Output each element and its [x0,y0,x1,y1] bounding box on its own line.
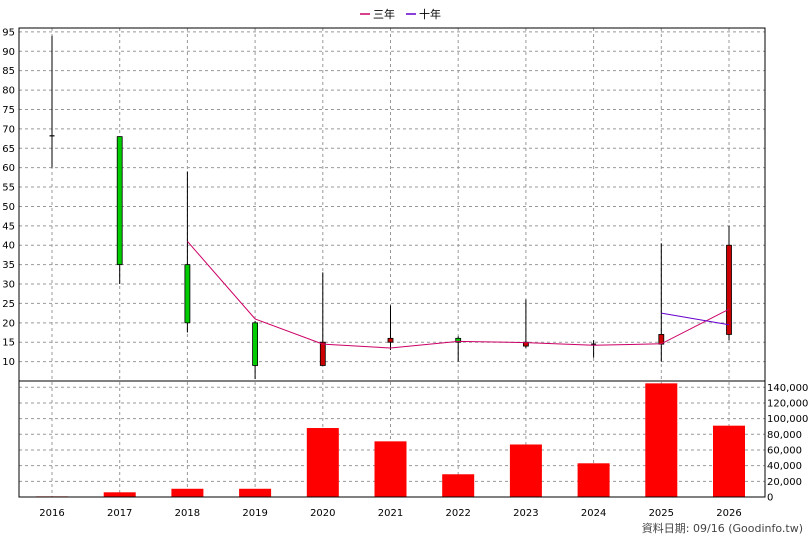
grid-lines [19,28,765,497]
volume-bar [374,441,407,497]
candle-body [726,244,732,335]
axes: 101520253035404550556065707580859095020,… [2,27,808,519]
price-tick-label: 80 [2,86,15,97]
x-tick-label: 2021 [378,508,403,519]
volume-bars [36,383,745,498]
price-tick-label: 20 [2,318,15,329]
series-line [661,312,730,326]
price-tick-label: 15 [2,338,15,349]
volume-tick-label: 140,000 [767,383,808,394]
volume-tick-label: 20,000 [767,477,802,488]
x-tick-label: 2025 [649,508,674,519]
volume-bar [442,474,475,497]
x-tick-label: 2016 [39,508,64,519]
x-tick-label: 2017 [107,508,132,519]
volume-bar [306,428,339,497]
price-tick-label: 75 [2,105,15,116]
volume-bar [509,444,542,497]
candle-body [252,322,259,366]
x-tick-label: 2023 [513,508,538,519]
volume-tick-label: 80,000 [767,430,802,441]
price-tick-label: 65 [2,144,15,155]
candle-body [387,337,394,343]
price-tick-label: 10 [2,357,15,368]
volume-bar [171,488,204,497]
volume-tick-label: 60,000 [767,445,802,456]
price-tick-label: 35 [2,260,15,271]
volume-bar [645,383,678,497]
price-tick-label: 30 [2,280,15,291]
legend-label: 三年 [373,7,395,21]
volume-bar [103,492,136,497]
average-lines [187,241,730,349]
price-tick-label: 25 [2,299,15,310]
volume-tick-label: 120,000 [767,398,808,409]
price-tick-label: 45 [2,221,15,232]
legend: 三年 十年 [360,7,441,21]
price-tick-label: 60 [2,163,15,174]
x-tick-label: 2019 [242,508,267,519]
price-tick-label: 40 [2,241,15,252]
x-tick-label: 2024 [581,508,606,519]
series-line [187,241,730,349]
price-tick-label: 90 [2,47,15,58]
volume-bar [577,463,610,497]
x-tick-label: 2022 [445,508,470,519]
candle-body [319,341,326,366]
x-tick-label: 2026 [716,508,741,519]
footer-source: 資料日期: 09/16 (Goodinfo.tw) [642,521,803,535]
candlesticks [49,35,732,380]
volume-tick-label: 40,000 [767,461,802,472]
price-tick-label: 55 [2,183,15,194]
price-tick-label: 70 [2,124,15,135]
volume-bar [239,488,272,497]
candle-body [455,337,462,343]
x-tick-label: 2018 [175,508,200,519]
price-tick-label: 85 [2,66,15,77]
candle-body [184,264,191,324]
candle-body [116,136,123,266]
volume-tick-label: 100,000 [767,414,808,425]
plot-frame [18,27,766,498]
price-tick-label: 50 [2,202,15,213]
volume-tick-label: 0 [767,493,773,504]
x-tick-label: 2020 [310,508,335,519]
price-tick-label: 95 [2,27,15,38]
legend-label: 十年 [419,7,441,21]
volume-bar [713,425,745,497]
